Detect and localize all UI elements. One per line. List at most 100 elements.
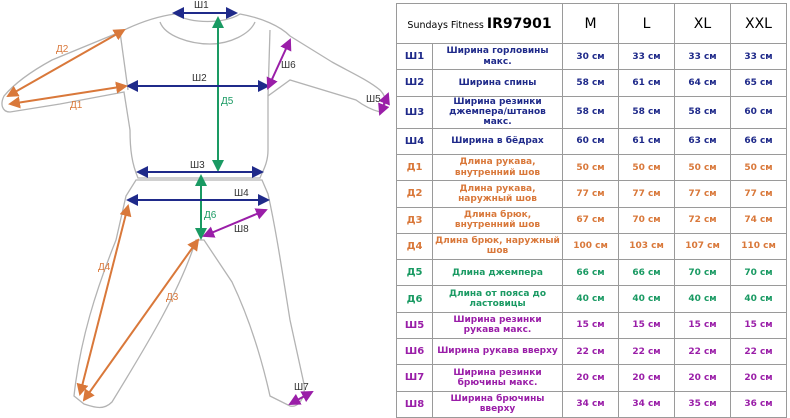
- measurement-value: 15 см: [562, 311, 619, 340]
- measurement-name: Длина от пояса до ластовицы: [432, 285, 563, 313]
- measurement-value: 30 см: [562, 42, 619, 71]
- measurement-value: 70 см: [618, 206, 675, 234]
- measurement-value: 15 см: [618, 311, 675, 340]
- sh4-label: Ш4: [234, 188, 249, 199]
- measurement-value: 77 см: [618, 180, 675, 208]
- measurement-code: Ш3: [396, 95, 433, 129]
- measurement-value: 74 см: [730, 206, 787, 234]
- measurement-value: 22 см: [730, 337, 787, 366]
- measurement-value: 33 см: [618, 42, 675, 71]
- measurement-value: 66 см: [562, 259, 619, 287]
- measurement-value: 34 см: [618, 390, 675, 418]
- measurement-value: 35 см: [674, 390, 731, 418]
- measurement-value: 107 см: [674, 232, 731, 261]
- garment-measurement-diagram: Ш1 Д5 Ш2 Д2 Д1 Ш6 Ш5 Ш3 Д6 Ш4 Ш8 Д4 Д3 Ш…: [1, 0, 390, 409]
- sh6-measure-line: [266, 38, 292, 90]
- measurement-value: 70 см: [674, 259, 731, 287]
- measurement-value: 64 см: [674, 69, 731, 97]
- sh7-measure-line: [288, 391, 314, 405]
- measurement-value: 40 см: [618, 285, 675, 313]
- sh8-measure-line: [202, 208, 268, 238]
- table-row: Д3 Длина брюк, внутренний шов 67 см 70 см 72…: [396, 206, 787, 234]
- measurement-value: 50 см: [618, 153, 675, 182]
- table-row: Д1 Длина рукава, внутренний шов 50 см 50 см…: [396, 153, 787, 182]
- measurement-value: 58 см: [562, 95, 619, 129]
- d4-measure-line: [76, 204, 132, 396]
- measurement-value: 61 см: [618, 69, 675, 97]
- measurement-name: Ширина в бёдрах: [432, 127, 563, 155]
- sh6-label: Ш6: [281, 60, 296, 71]
- d5-label: Д5: [221, 96, 234, 107]
- measurement-value: 50 см: [674, 153, 731, 182]
- table-row: Д5 Длина джемпера 66 см 66 см 70 см 70 см: [396, 259, 787, 287]
- measurement-value: 63 см: [674, 127, 731, 155]
- measurement-value: 60 см: [562, 127, 619, 155]
- measurement-value: 50 см: [562, 153, 619, 182]
- table-header-row: Sundays Fitness IR97901 M L XL XXL: [396, 3, 787, 44]
- measurement-value: 70 см: [730, 259, 787, 287]
- d2-label: Д2: [56, 44, 69, 55]
- measurement-value: 58 см: [674, 95, 731, 129]
- measurement-value: 65 см: [730, 69, 787, 97]
- d6-label: Д6: [204, 210, 217, 221]
- measurement-value: 72 см: [674, 206, 731, 234]
- measurement-name: Ширина брючины вверху: [432, 390, 563, 418]
- measurement-value: 66 см: [730, 127, 787, 155]
- measurement-name: Ширина горловины макс.: [432, 42, 563, 71]
- measurement-value: 77 см: [674, 180, 731, 208]
- brand-name: Sundays Fitness: [407, 19, 484, 31]
- measurement-value: 66 см: [618, 259, 675, 287]
- measurement-code: Д6: [396, 285, 433, 313]
- measurement-name: Длина брюк, внутренний шов: [432, 206, 563, 234]
- measurement-value: 58 см: [562, 69, 619, 97]
- measurement-name: Длина брюк, наружный шов: [432, 232, 563, 261]
- measurement-value: 100 см: [562, 232, 619, 261]
- measurement-value: 15 см: [730, 311, 787, 340]
- table-row: Д4 Длина брюк, наружный шов 100 см 103 см 10…: [396, 232, 787, 261]
- measurement-value: 77 см: [730, 180, 787, 208]
- table-row: Ш4 Ширина в бёдрах 60 см 61 см 63 см 66 см: [396, 127, 787, 155]
- sh2-label: Ш2: [192, 73, 207, 84]
- sh3-label: Ш3: [190, 160, 205, 171]
- measurement-code: Д2: [396, 180, 433, 208]
- measurement-value: 33 см: [730, 42, 787, 71]
- d1-measure-line: [8, 81, 128, 109]
- measurement-name: Длина джемпера: [432, 259, 563, 287]
- measurement-value: 40 см: [562, 285, 619, 313]
- size-header-xxl: XXL: [730, 3, 787, 44]
- size-header-xl: XL: [674, 3, 731, 44]
- measurement-code: Д4: [396, 232, 433, 261]
- pants-outline: [73, 179, 305, 409]
- measurement-value: 22 см: [562, 337, 619, 366]
- d2-measure-line: [6, 29, 126, 97]
- sh8-label: Ш8: [234, 224, 249, 235]
- sh7-label: Ш7: [294, 382, 309, 393]
- measurement-code: Ш6: [396, 337, 433, 366]
- table-row: Ш6 Ширина рукава вверху 22 см 22 см 22 см 22 …: [396, 337, 787, 366]
- table-row: Ш3 Ширина резинки джемпера/штанов макс. 58…: [396, 95, 787, 129]
- d3-measure-line: [82, 238, 200, 402]
- measurement-value: 20 см: [618, 364, 675, 392]
- brand-model-header: Sundays Fitness IR97901: [396, 3, 563, 44]
- measurement-value: 103 см: [618, 232, 675, 261]
- size-header-m: M: [562, 3, 619, 44]
- measurement-value: 58 см: [618, 95, 675, 129]
- measurement-code: Д3: [396, 206, 433, 234]
- measurement-code: Ш4: [396, 127, 433, 155]
- table-row: Д2 Длина рукава, наружный шов 77 см 77 см 77…: [396, 180, 787, 208]
- measurement-code: Д5: [396, 259, 433, 287]
- table-row: Д6 Длина от пояса до ластовицы 40 см 40 см 4…: [396, 285, 787, 313]
- size-header-l: L: [618, 3, 675, 44]
- size-chart-table: Sundays Fitness IR97901 M L XL XXL Ш1 Шир…: [396, 3, 787, 418]
- measurement-value: 33 см: [674, 42, 731, 71]
- measurement-name: Ширина резинки рукава макс.: [432, 311, 563, 340]
- d3-label: Д3: [166, 292, 179, 303]
- measurement-name: Ширина спины: [432, 69, 563, 97]
- measurement-value: 67 см: [562, 206, 619, 234]
- table-row: Ш5 Ширина резинки рукава макс. 15 см 15 см 1…: [396, 311, 787, 340]
- model-number: IR97901: [486, 15, 552, 32]
- measurement-name: Ширина рукава вверху: [432, 337, 563, 366]
- table-row: Ш1 Ширина горловины макс. 30 см 33 см 33 см 3…: [396, 42, 787, 71]
- measurement-value: 20 см: [730, 364, 787, 392]
- measurement-name: Ширина резинки брючины макс.: [432, 364, 563, 392]
